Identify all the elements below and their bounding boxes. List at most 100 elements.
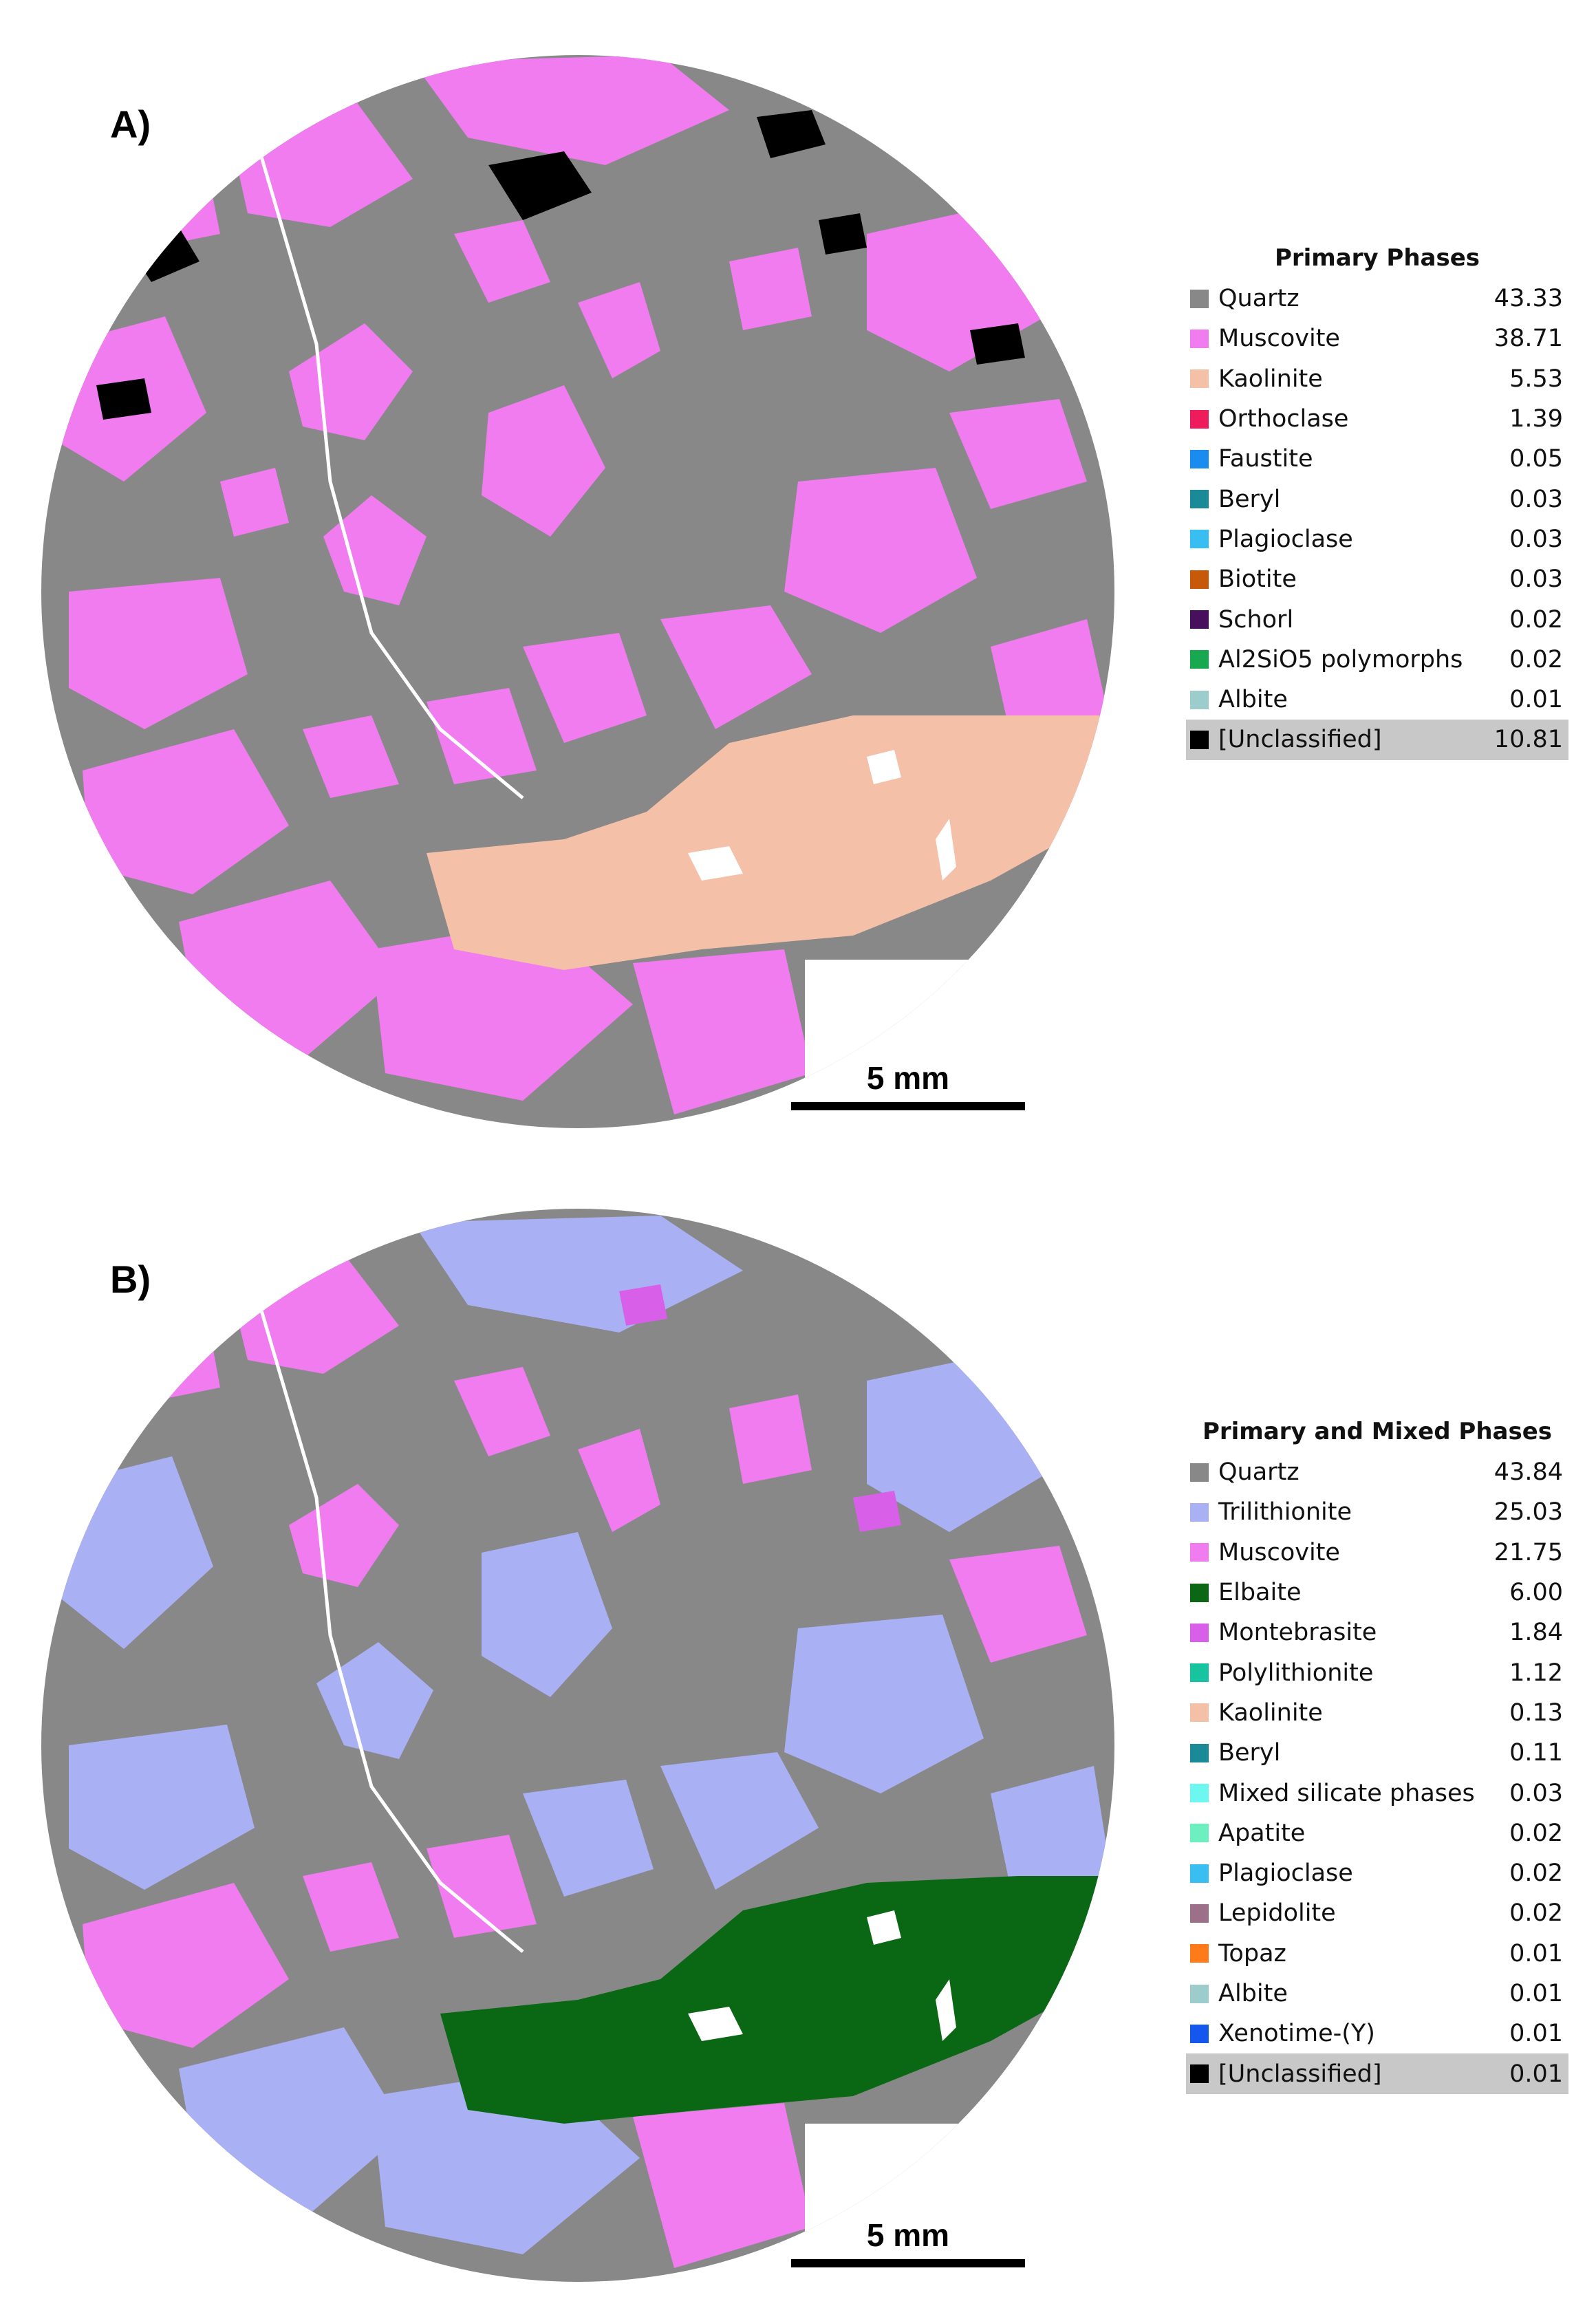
legend-row: Xenotime-(Y) 0.01 [1186,2014,1568,2053]
scale-line [791,1102,1025,1110]
phase-value: 0.11 [1509,1739,1563,1767]
legend-swatch [1190,1824,1209,1843]
legend-row: Plagioclase 0.03 [1186,519,1568,559]
legend-row: Biotite 0.03 [1186,559,1568,599]
phase-value: 43.33 [1493,285,1563,313]
legend-row: Orthoclase 1.39 [1186,399,1568,439]
panel-label: A) [110,103,151,146]
fracture-vein [246,109,524,799]
phase-value: 0.02 [1509,1819,1563,1847]
phase-value: 0.01 [1509,1939,1563,1967]
scale-label: 5 mm [866,2217,950,2253]
legend-row: Muscovite 38.71 [1186,319,1568,358]
phase-value: 1.12 [1509,1659,1563,1687]
phase-name: Kaolinite [1218,1698,1323,1727]
phase-value: 0.02 [1509,1859,1563,1888]
phase-value: 0.13 [1509,1698,1563,1727]
phase-name: Plagioclase [1218,1859,1353,1888]
phase-value: 5.53 [1509,365,1563,393]
legend-swatch [1190,650,1209,669]
legend-swatch [1190,329,1209,348]
legend-row: Plagioclase 0.02 [1186,1853,1568,1893]
legend-swatch [1190,730,1209,749]
phase-value: 1.39 [1509,405,1563,433]
panel-b: B) [0,1154,1596,2307]
kaolinite-zone [427,715,1114,970]
legend-row: Kaolinite 5.53 [1186,359,1568,399]
legend-row: Lepidolite 0.02 [1186,1893,1568,1933]
phase-name: [Unclassified] [1218,2060,1382,2088]
phase-name: Albite [1218,1980,1288,2007]
legend-row: Muscovite 21.75 [1186,1533,1568,1573]
phase-name: Muscovite [1218,325,1340,353]
legend-swatch [1190,1463,1209,1482]
scale-bar-b: 5 mm [791,2217,1025,2278]
legend-rows-b: Quartz 43.84 Trilithionite 25.03 Muscovite 21… [1186,1452,1568,2094]
trilithionite-grains [55,1216,1114,2254]
legend-row: [Unclassified] 0.01 [1186,2053,1568,2094]
phase-value: 25.03 [1493,1498,1563,1527]
phase-map-b [41,1209,1114,2282]
legend-row: Polylithionite 1.12 [1186,1652,1568,1692]
phase-name: Orthoclase [1218,405,1349,433]
phase-name: Xenotime-(Y) [1218,2020,1375,2048]
legend-swatch [1190,1502,1209,1522]
phase-value: 0.05 [1509,445,1563,473]
legend-row: Quartz 43.33 [1186,279,1568,319]
legend-swatch [1190,2024,1209,2043]
phase-name: Lepidolite [1218,1899,1336,1928]
phase-name: Beryl [1218,1739,1281,1767]
phase-name: Muscovite [1218,1538,1340,1566]
phase-name: Apatite [1218,1819,1306,1847]
legend-row: Beryl 0.11 [1186,1733,1568,1773]
phase-map-b-content [41,1209,1114,2282]
phase-name: Polylithionite [1218,1659,1374,1687]
panel-a: A) [41,55,1568,1128]
legend-swatch [1190,530,1209,549]
legend-row: Topaz 0.01 [1186,1934,1568,1974]
legend-row: [Unclassified] 10.81 [1186,720,1568,760]
legend-row: Beryl 0.03 [1186,479,1568,519]
legend-rows-a: Quartz 43.33 Muscovite 38.71 Kaolinite 5.53 Or… [1186,279,1568,760]
legend-row: Faustite 0.05 [1186,439,1568,479]
phase-name: Beryl [1218,485,1281,513]
legend-swatch [1190,449,1209,468]
legend-swatch [1190,690,1209,709]
scale-bar-a: 5 mm [791,1059,1025,1121]
phase-map-a-content [41,55,1114,1128]
legend-swatch [1190,1743,1209,1762]
legend-row: Al2SiO5 polymorphs 0.02 [1186,640,1568,680]
phase-value: 1.84 [1509,1619,1563,1647]
phase-value: 6.00 [1509,1579,1563,1607]
legend-a: Primary Phases Quartz 43.33 Muscovite 38.71… [1186,244,1568,760]
phase-value: 0.01 [1509,686,1563,714]
legend-title: Primary Phases [1274,244,1480,272]
phase-value: 21.75 [1493,1538,1563,1566]
legend-swatch [1190,490,1209,509]
phase-name: Montebrasite [1218,1619,1377,1647]
phase-name: Biotite [1218,565,1297,594]
fracture-vein [246,1263,524,1953]
legend-row: Schorl 0.02 [1186,599,1568,639]
legend-row: Elbaite 6.00 [1186,1573,1568,1613]
legend-swatch [1190,1984,1209,2003]
phase-value: 0.03 [1509,525,1563,553]
phase-value: 43.84 [1493,1458,1563,1487]
legend-swatch [1190,610,1209,629]
phase-value: 0.03 [1509,1779,1563,1807]
phase-name: Topaz [1218,1939,1286,1967]
phase-name: Al2SiO5 polymorphs [1218,645,1463,673]
phase-map-a [41,55,1114,1128]
phase-name: Trilithionite [1218,1498,1352,1527]
legend-swatch [1190,1623,1209,1642]
phase-name: Mixed silicate phases [1218,1779,1475,1807]
legend-swatch [1190,369,1209,389]
phase-name: [Unclassified] [1218,726,1382,754]
phase-value: 38.71 [1493,325,1563,353]
legend-swatch [1190,1944,1209,1963]
phase-name: Quartz [1218,285,1300,313]
phase-value: 0.03 [1509,485,1563,513]
phase-value: 0.02 [1509,1899,1563,1928]
scale-line [791,2259,1025,2267]
phase-name: Kaolinite [1218,365,1323,393]
